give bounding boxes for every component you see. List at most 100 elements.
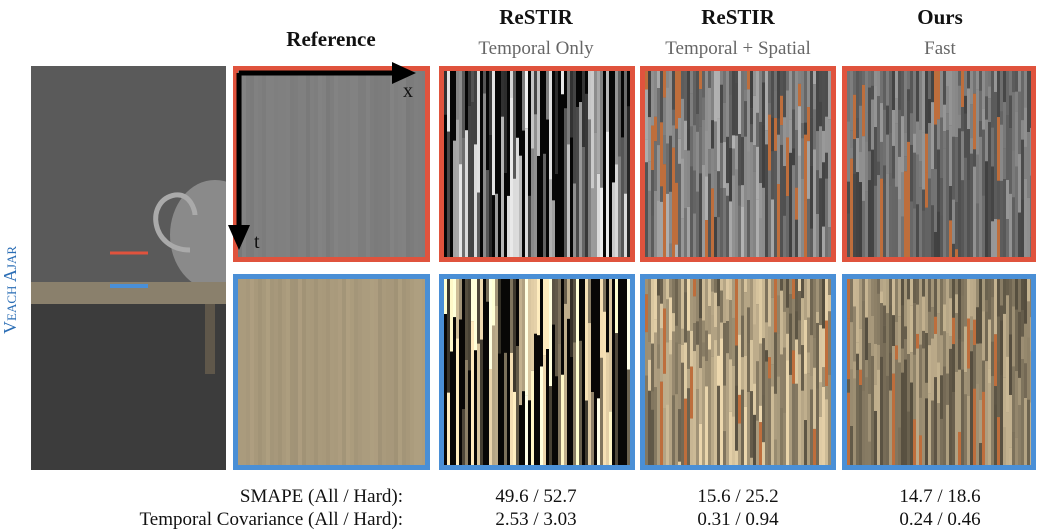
panel-streak bbox=[868, 279, 871, 344]
panel-streak bbox=[651, 409, 654, 465]
panel-streak bbox=[690, 93, 693, 127]
panel-streak bbox=[952, 243, 955, 257]
panel-streak bbox=[825, 279, 828, 321]
panel-streak bbox=[786, 71, 789, 91]
panel-streak bbox=[684, 208, 687, 257]
panel-streak bbox=[609, 71, 612, 182]
panel-streak bbox=[889, 173, 892, 186]
column-title: ReSTIR bbox=[701, 5, 775, 29]
panel-streak bbox=[865, 279, 868, 318]
metric-label: Temporal Covariance (All / Hard): bbox=[139, 509, 403, 530]
panel-streak bbox=[717, 355, 720, 386]
panel-streak bbox=[931, 205, 934, 257]
panel-streak bbox=[847, 213, 850, 257]
panel-streak bbox=[1027, 132, 1030, 198]
panel-streak bbox=[474, 71, 477, 145]
panel-streak bbox=[483, 71, 486, 94]
panel-streak bbox=[242, 279, 246, 465]
panel-streak bbox=[708, 87, 711, 150]
panel-streak bbox=[961, 131, 964, 181]
panel-streak bbox=[970, 351, 973, 465]
panel-streak bbox=[621, 279, 624, 385]
panel-streak bbox=[534, 333, 537, 465]
panel-streak bbox=[735, 169, 738, 257]
panel-streak bbox=[729, 201, 732, 257]
panel-streak bbox=[1009, 334, 1012, 395]
panel-streak bbox=[690, 166, 693, 257]
panel-streak bbox=[982, 279, 985, 312]
panel-streak bbox=[949, 71, 952, 126]
panel-streak bbox=[822, 279, 825, 329]
panel-streak bbox=[729, 299, 732, 360]
panel-streak bbox=[795, 279, 798, 312]
metric-value: 49.6 / 52.7 bbox=[495, 486, 576, 507]
panel-streak bbox=[246, 279, 250, 465]
panel-streak bbox=[374, 71, 378, 257]
panel-streak bbox=[474, 279, 477, 351]
panel-streak bbox=[302, 279, 306, 465]
panel-streak bbox=[934, 232, 937, 257]
panel-streak bbox=[456, 119, 459, 257]
panel-streak bbox=[567, 279, 570, 319]
panel-streak bbox=[756, 146, 759, 200]
panel-streak bbox=[576, 71, 579, 107]
panel-streak bbox=[801, 390, 804, 465]
panel-streak bbox=[934, 71, 937, 125]
panel-streak bbox=[444, 279, 447, 315]
panel-streak bbox=[564, 279, 567, 304]
panel-streak bbox=[774, 439, 777, 465]
panel-streak bbox=[294, 71, 298, 257]
panel-streak bbox=[732, 135, 735, 149]
panel-streak bbox=[874, 127, 877, 186]
panel-border bbox=[439, 66, 635, 262]
panel-streak bbox=[468, 279, 471, 371]
panel-streak bbox=[418, 71, 422, 257]
panel-streak bbox=[480, 339, 483, 465]
panel-streak bbox=[603, 279, 606, 312]
panel-streak bbox=[946, 86, 949, 114]
panel-streak bbox=[765, 279, 768, 323]
panel-streak bbox=[510, 352, 513, 465]
panel-streak bbox=[711, 148, 714, 189]
panel-streak bbox=[901, 305, 904, 349]
panel-streak bbox=[585, 71, 588, 94]
panel-streak bbox=[759, 405, 762, 423]
panel-streak bbox=[453, 317, 456, 465]
panel-streak bbox=[738, 134, 741, 186]
panel-streak bbox=[326, 71, 330, 257]
panel-streak bbox=[904, 326, 907, 340]
panel-streak bbox=[901, 71, 904, 117]
panel-streak bbox=[768, 170, 771, 257]
panel-streak bbox=[717, 118, 720, 172]
panel-streak bbox=[862, 301, 865, 360]
panel-streak bbox=[262, 279, 266, 465]
panel-streak bbox=[525, 128, 528, 257]
panel-streak bbox=[693, 170, 696, 214]
panel-streak bbox=[756, 112, 759, 147]
panel-streak bbox=[898, 362, 901, 428]
panel-streak bbox=[880, 356, 883, 465]
panel-streak bbox=[358, 279, 362, 465]
panel-streak bbox=[949, 220, 952, 257]
panel-streak bbox=[886, 375, 889, 415]
panel-streak bbox=[928, 393, 931, 465]
panel-streak bbox=[702, 356, 705, 465]
panel-streak bbox=[898, 156, 901, 200]
panel-streak bbox=[753, 171, 756, 257]
panel-streak bbox=[1012, 197, 1015, 257]
panel-streak bbox=[946, 113, 949, 131]
panel-streak bbox=[892, 178, 895, 257]
panel-streak bbox=[783, 412, 786, 465]
panel-streak bbox=[816, 388, 819, 465]
panel-streak bbox=[916, 71, 919, 122]
panel-streak bbox=[919, 397, 922, 436]
panel-streak bbox=[254, 279, 258, 465]
panel-streak bbox=[708, 306, 711, 335]
panel-streak bbox=[1006, 219, 1009, 257]
panel-streak bbox=[847, 181, 850, 214]
panel-streak bbox=[865, 71, 868, 113]
panel-streak bbox=[741, 279, 744, 316]
panel-streak bbox=[729, 148, 732, 202]
panel-streak bbox=[937, 211, 940, 257]
